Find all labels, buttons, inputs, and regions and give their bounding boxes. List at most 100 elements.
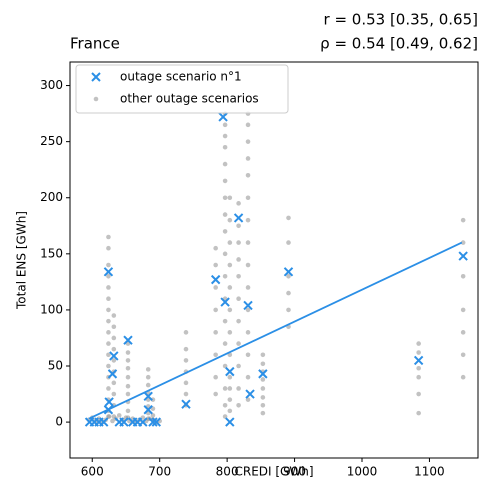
y-tick-label: 200 <box>40 190 63 204</box>
marker-x <box>283 267 294 277</box>
marker-dot <box>111 391 117 397</box>
marker-dot <box>260 395 266 400</box>
marker-dot <box>213 307 218 313</box>
y-tick-label: 300 <box>40 78 63 92</box>
marker-x <box>103 267 114 277</box>
marker-dot <box>111 335 117 341</box>
marker-x <box>143 391 153 402</box>
marker-dot <box>227 397 233 402</box>
marker-dot <box>213 391 218 397</box>
marker-dot <box>125 383 131 389</box>
marker-dot <box>222 229 228 234</box>
marker-dot <box>286 240 291 245</box>
marker-dot <box>106 330 111 335</box>
marker-dot <box>236 273 241 279</box>
marker-x <box>458 251 468 261</box>
legend-label: other outage scenarios <box>120 92 259 106</box>
marker-dot <box>125 408 131 414</box>
marker-dot <box>236 402 241 408</box>
marker-dot <box>227 285 233 290</box>
marker-dot <box>222 402 228 408</box>
marker-dot <box>213 262 218 268</box>
marker-dot <box>106 285 111 290</box>
y-tick-label: 150 <box>40 246 63 260</box>
marker-x <box>225 366 235 377</box>
marker-dot <box>227 195 233 201</box>
marker-dot <box>286 215 291 221</box>
marker-dot <box>236 201 241 206</box>
marker-dot <box>106 318 111 324</box>
marker-dot <box>260 386 266 391</box>
marker-dot <box>222 144 228 150</box>
marker-dot <box>245 217 251 223</box>
marker-dot <box>106 245 111 251</box>
marker-dot <box>183 380 189 386</box>
marker-dot <box>213 330 218 335</box>
marker-dot <box>106 414 112 419</box>
legend-box <box>75 64 289 114</box>
marker-dot <box>236 318 241 324</box>
marker-dot <box>106 352 111 358</box>
marker-dot <box>460 330 466 335</box>
marker-dot <box>222 273 228 279</box>
marker-dot <box>245 262 251 268</box>
marker-dot <box>460 273 466 279</box>
x-tick-label: 600 <box>81 465 104 479</box>
marker-x <box>91 72 101 82</box>
marker-dot <box>222 133 228 139</box>
marker-dot <box>460 374 466 380</box>
marker-x <box>138 417 148 427</box>
marker-dot <box>106 234 111 240</box>
marker-dot <box>106 262 111 268</box>
marker-dot <box>227 240 233 245</box>
marker-dot <box>106 341 111 346</box>
marker-dot <box>227 330 233 335</box>
marker-x <box>104 397 114 407</box>
marker-x <box>151 417 162 427</box>
marker-dot <box>150 413 156 418</box>
marker-dot <box>460 217 466 223</box>
marker-dot <box>460 307 466 313</box>
marker-dot <box>222 414 228 419</box>
marker-dot <box>227 307 233 313</box>
marker-dot <box>245 195 251 201</box>
marker-dot <box>145 367 151 372</box>
marker-dot <box>222 386 228 391</box>
marker-dot <box>106 296 111 302</box>
marker-dot <box>93 96 99 102</box>
marker-x <box>181 399 191 409</box>
marker-dot <box>222 212 228 217</box>
marker-dot <box>260 361 266 367</box>
marker-dot <box>245 285 251 290</box>
marker-dot <box>125 350 131 355</box>
marker-dot <box>222 178 228 184</box>
marker-x <box>225 417 235 427</box>
marker-x <box>109 351 119 361</box>
marker-dot <box>222 341 228 346</box>
marker-dot <box>111 313 117 318</box>
marker-dot <box>460 240 466 245</box>
y-tick-label: 50 <box>48 359 63 373</box>
marker-x <box>143 405 153 415</box>
annotation: ρ = 0.54 [0.49, 0.62] <box>320 35 478 53</box>
marker-dot <box>245 352 251 358</box>
marker-dot <box>183 346 189 352</box>
marker-dot <box>245 173 251 178</box>
marker-dot <box>106 363 111 369</box>
marker-dot <box>260 377 266 382</box>
marker-dot <box>245 139 251 144</box>
marker-dot <box>416 365 421 371</box>
marker-dot <box>125 391 131 397</box>
marker-dot <box>245 156 251 161</box>
marker-dot <box>183 330 189 335</box>
marker-dot <box>236 257 241 262</box>
marker-dot <box>236 296 241 302</box>
marker-x <box>107 369 118 379</box>
chart-title: France <box>70 35 120 53</box>
marker-dot <box>183 391 189 397</box>
marker-dot <box>125 365 131 371</box>
marker-dot <box>111 380 117 386</box>
marker-dot <box>416 391 421 397</box>
marker-x <box>210 274 221 285</box>
marker-dot <box>286 290 291 296</box>
